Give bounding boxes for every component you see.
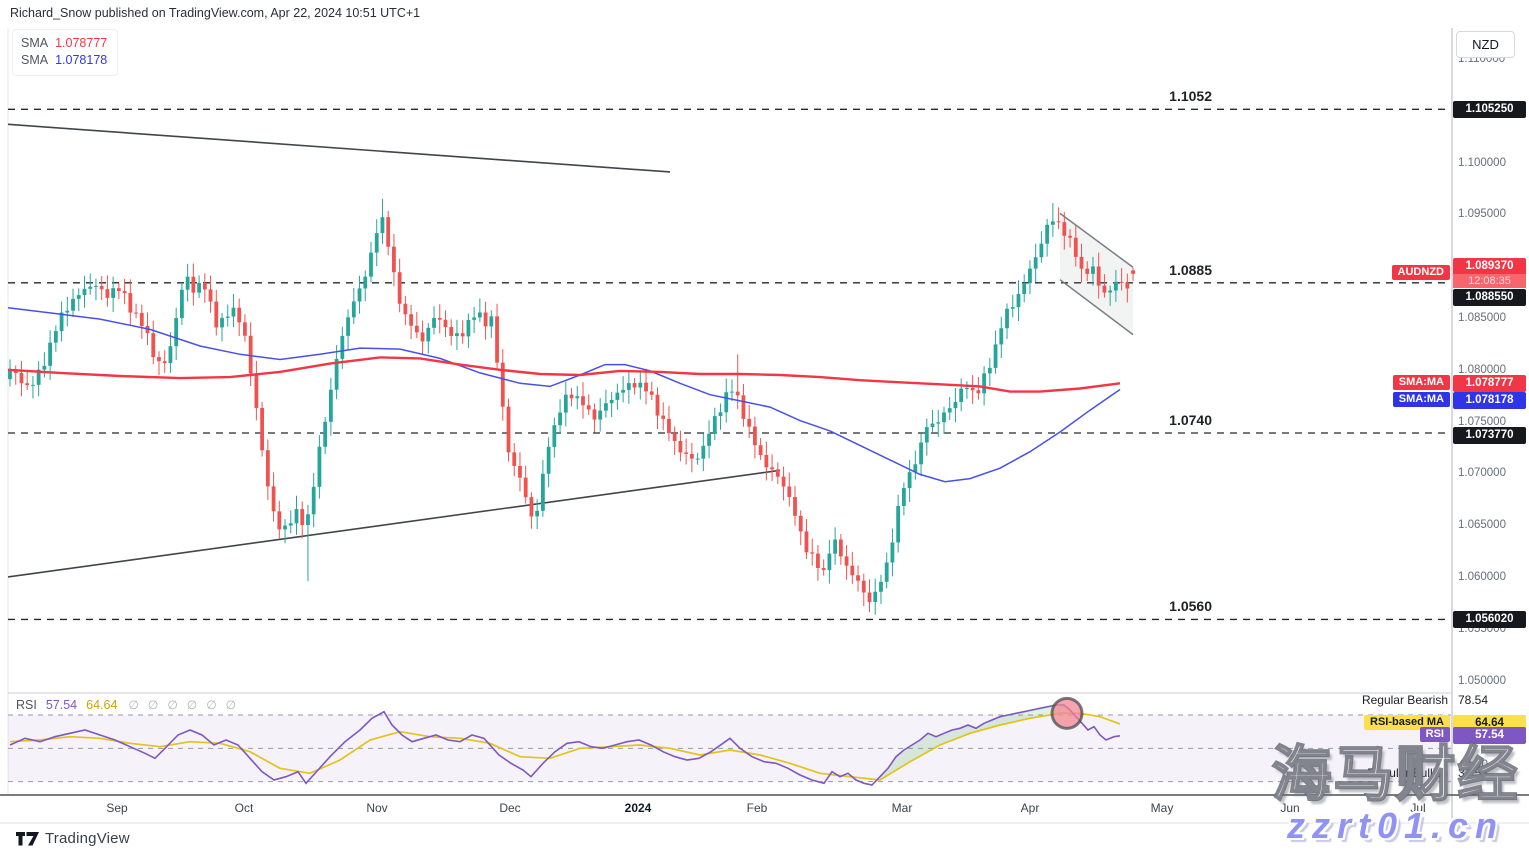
rsi-ma-current-value: 64.64 (86, 698, 118, 712)
publish-byline: Richard_Snow published on TradingView.co… (10, 6, 421, 20)
rsi-line (9, 704, 1121, 786)
sma-legend-row: SMA 1.078178 (21, 52, 107, 69)
rsi-ma-line (9, 712, 1121, 781)
rsi-pane (8, 696, 1451, 786)
channel-lower-line (1059, 279, 1134, 336)
sma-legend: SMA 1.078777 SMA 1.078178 (12, 29, 119, 76)
sma-legend-row: SMA 1.078777 (21, 35, 107, 52)
sma-legend-value: 1.078178 (55, 53, 108, 67)
sma-slow-line (8, 356, 1121, 393)
sma-legend-label: SMA (21, 36, 49, 50)
rsi-cross-highlight-circle (1050, 696, 1084, 730)
rsi-empty-values: ∅∅∅∅∅∅ (128, 698, 246, 712)
tradingview-logo-icon (16, 831, 39, 845)
sma-legend-label: SMA (21, 53, 49, 67)
channel-upper-line (1059, 212, 1134, 268)
candlestick-series (8, 198, 1135, 615)
tradingview-logo-text: TradingView (45, 830, 130, 847)
main-price-pane (8, 108, 1451, 621)
sma-fast-line (8, 306, 1121, 483)
sma-legend-value: 1.078777 (55, 36, 108, 50)
rsi-indicator-legend: RSI 57.54 64.64 ∅∅∅∅∅∅ (16, 698, 245, 712)
trendline (8, 123, 671, 173)
trendline (8, 469, 781, 578)
currency-toggle-button[interactable]: NZD (1456, 31, 1515, 58)
rsi-current-value: 57.54 (45, 698, 78, 712)
rsi-title: RSI (16, 698, 37, 712)
tradingview-footer[interactable]: TradingView (16, 830, 130, 847)
bear-flag-channel-fill (1060, 213, 1133, 335)
